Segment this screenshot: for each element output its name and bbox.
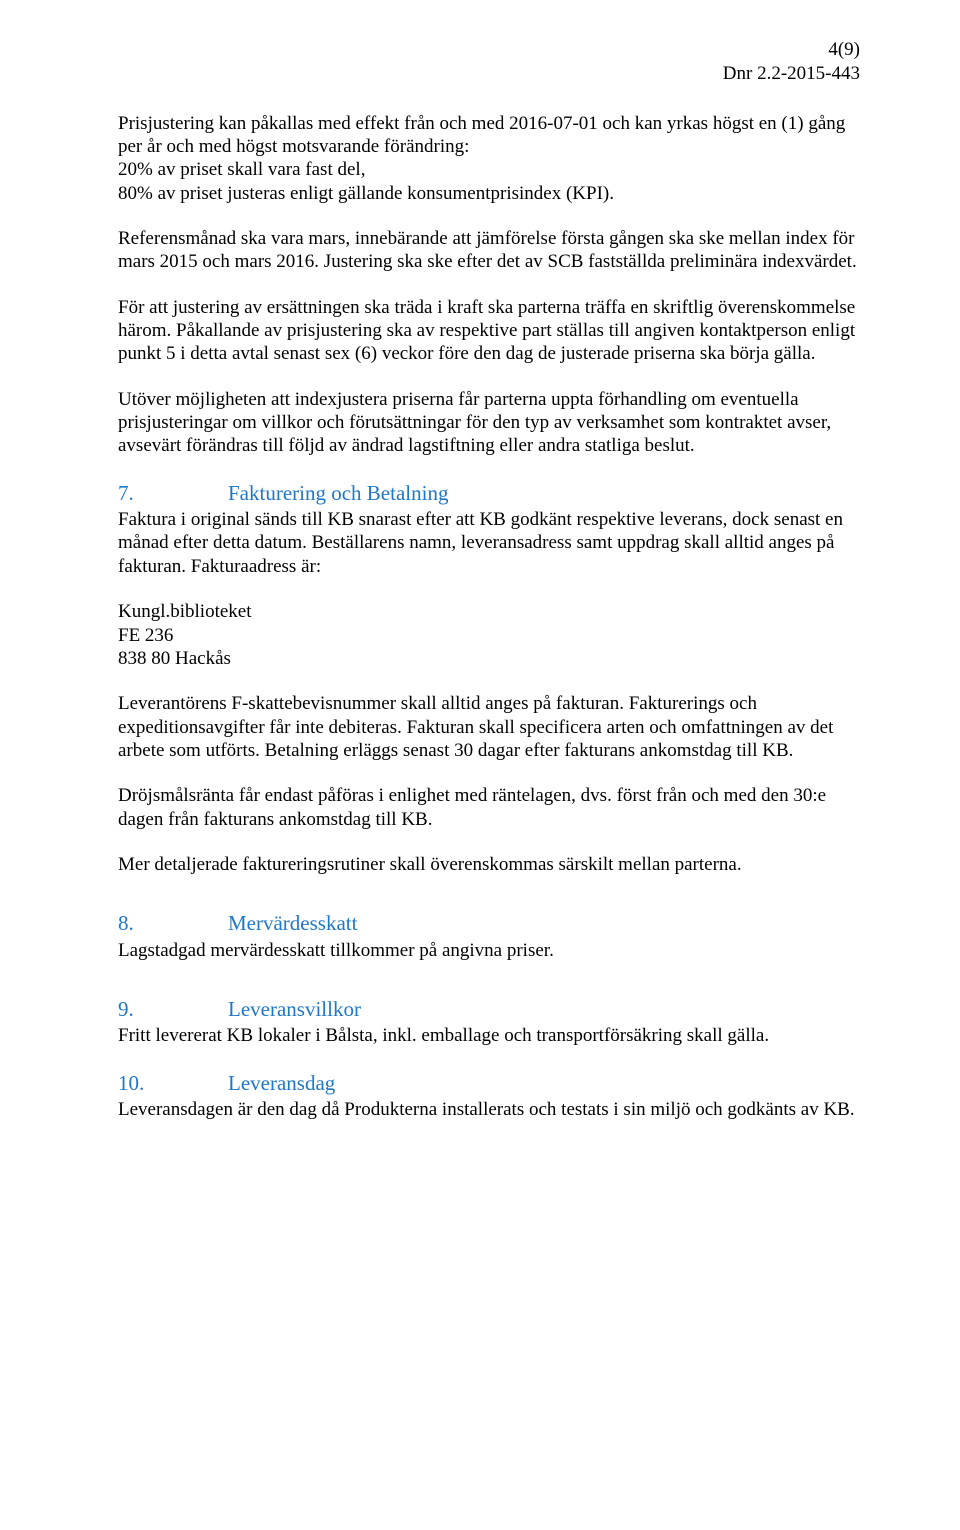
paragraph-1: Prisjustering kan påkallas med effekt fr… — [118, 112, 860, 205]
section-10-title: Leveransdag — [228, 1071, 335, 1095]
section-7-address: Kungl.biblioteket FE 236 838 80 Hackås — [118, 600, 860, 670]
section-9-title: Leveransvillkor — [228, 997, 361, 1021]
section-10-body: Leveransdagen är den dag då Produkterna … — [118, 1098, 860, 1121]
section-9-heading: 9.Leveransvillkor — [118, 996, 860, 1022]
section-7-body-2: Leverantörens F-skattebevisnummer skall … — [118, 692, 860, 762]
section-7-body-1: Faktura i original sänds till KB snarast… — [118, 508, 860, 578]
document-dnr: Dnr 2.2-2015-443 — [118, 62, 860, 86]
section-9: 9.Leveransvillkor Fritt levererat KB lok… — [118, 996, 860, 1048]
page-header: 4(9) Dnr 2.2-2015-443 — [118, 38, 860, 86]
section-8-number: 8. — [118, 910, 228, 936]
paragraph-3: För att justering av ersättningen ska tr… — [118, 296, 860, 366]
section-10: 10.Leveransdag Leveransdagen är den dag … — [118, 1070, 860, 1122]
section-7-title: Fakturering och Betalning — [228, 481, 448, 505]
document-page: 4(9) Dnr 2.2-2015-443 Prisjustering kan … — [0, 0, 960, 1530]
section-7: 7.Fakturering och Betalning Faktura i or… — [118, 480, 860, 877]
section-7-heading: 7.Fakturering och Betalning — [118, 480, 860, 506]
section-10-heading: 10.Leveransdag — [118, 1070, 860, 1096]
section-8: 8.Mervärdesskatt Lagstadgad mervärdesska… — [118, 910, 860, 962]
page-indicator: 4(9) — [118, 38, 860, 62]
section-7-body-4: Mer detaljerade faktureringsrutiner skal… — [118, 853, 860, 876]
section-9-body: Fritt levererat KB lokaler i Bålsta, ink… — [118, 1024, 860, 1047]
section-7-body-3: Dröjsmålsränta får endast påföras i enli… — [118, 784, 860, 831]
paragraph-4: Utöver möjligheten att indexjustera pris… — [118, 388, 860, 458]
section-7-number: 7. — [118, 480, 228, 506]
section-9-number: 9. — [118, 996, 228, 1022]
paragraph-2: Referensmånad ska vara mars, innebärande… — [118, 227, 860, 274]
section-8-title: Mervärdesskatt — [228, 911, 357, 935]
section-8-heading: 8.Mervärdesskatt — [118, 910, 860, 936]
section-10-number: 10. — [118, 1070, 228, 1096]
section-8-body: Lagstadgad mervärdesskatt tillkommer på … — [118, 939, 860, 962]
